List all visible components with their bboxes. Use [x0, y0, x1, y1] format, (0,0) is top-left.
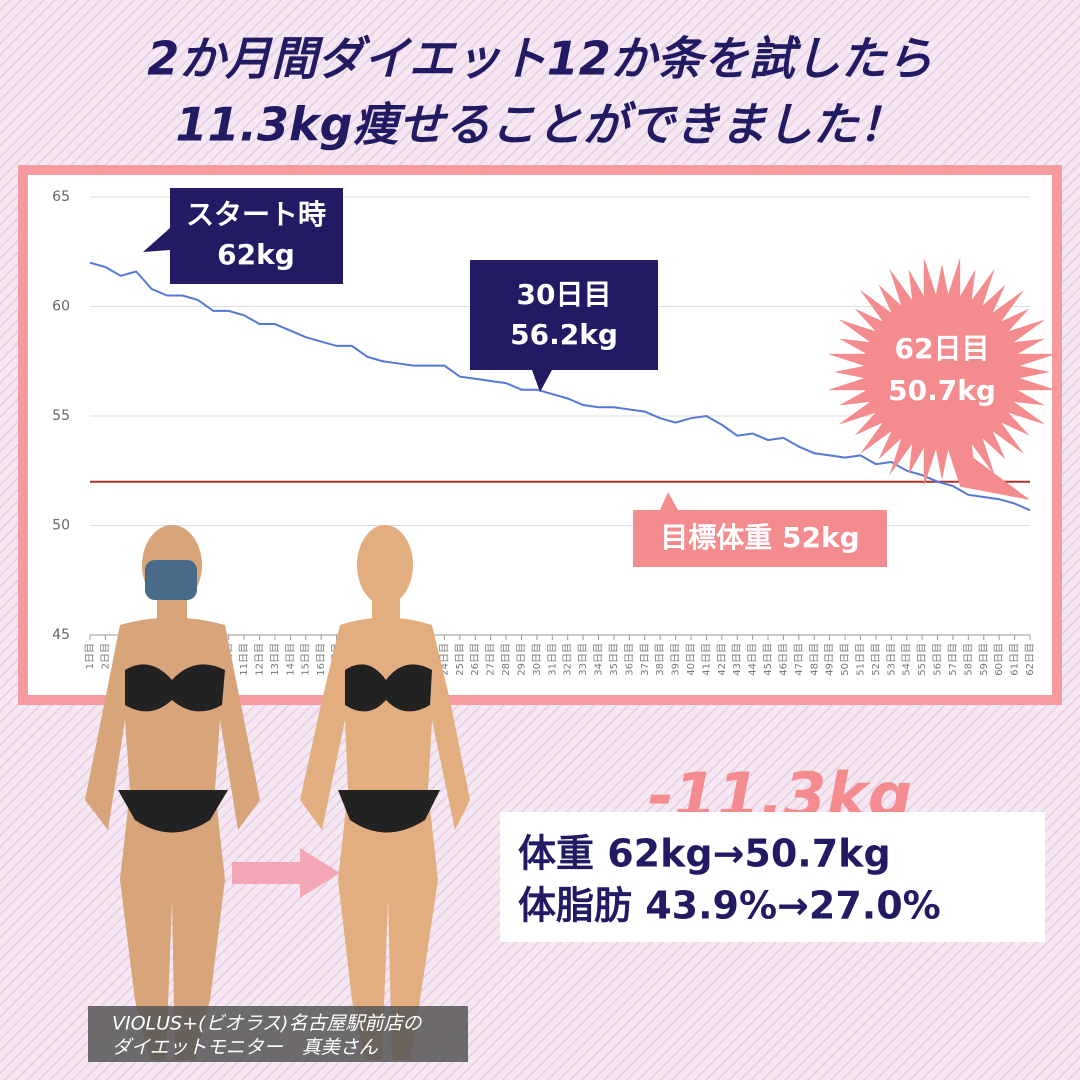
headline: 11.3kg痩せることができました！: [175, 98, 904, 152]
x-tick-label: 61日目: [1010, 643, 1021, 676]
x-tick-label: 32日目: [563, 643, 574, 676]
result-box: [500, 812, 1045, 942]
x-tick-label: 49日目: [825, 643, 836, 676]
x-tick-label: 62日目: [1025, 643, 1036, 676]
x-tick-label: 12日目: [255, 643, 266, 676]
x-tick-label: 55日目: [917, 643, 928, 676]
x-tick-label: 58日目: [963, 643, 974, 676]
goal-label: 目標体重 52kg: [660, 521, 859, 554]
x-tick-label: 59日目: [979, 643, 990, 676]
y-tick-label: 45: [52, 627, 70, 643]
x-tick-label: 35日目: [609, 643, 620, 676]
caption: ダイエットモニター 真美さん: [112, 1037, 379, 1059]
x-tick-label: 29日目: [516, 643, 527, 676]
callout-text: 62日目: [895, 332, 990, 365]
x-tick-label: 42日目: [717, 643, 728, 676]
x-tick-label: 51日目: [855, 643, 866, 676]
x-tick-label: 13日目: [270, 643, 281, 676]
x-tick-label: 56日目: [933, 643, 944, 676]
x-tick-label: 48日目: [809, 643, 820, 676]
x-tick-label: 52日目: [871, 643, 882, 676]
x-tick-label: 11日目: [239, 643, 250, 676]
x-tick-label: 50日目: [840, 643, 851, 676]
x-tick-label: 37日目: [640, 643, 651, 676]
x-tick-label: 24日目: [439, 643, 450, 676]
x-tick-label: 30日目: [532, 643, 543, 676]
arrow: [232, 848, 340, 898]
callout-text: 56.2kg: [510, 318, 618, 351]
headline: 2か月間ダイエット12か条を試したら: [147, 32, 933, 86]
x-tick-label: 31日目: [547, 643, 558, 676]
x-tick-label: 57日目: [948, 643, 959, 676]
x-tick-label: 16日目: [316, 643, 327, 676]
result-line: 体脂肪 43.9%→27.0%: [518, 884, 941, 928]
x-tick-label: 36日目: [624, 643, 635, 676]
y-tick-label: 50: [52, 518, 70, 534]
after-photo: [300, 525, 470, 1060]
data-line: [89, 261, 1031, 512]
x-tick-label: 54日目: [902, 643, 913, 676]
x-tick-label: 47日目: [794, 643, 805, 676]
y-tick-label: 65: [52, 189, 70, 205]
x-tick-label: 46日目: [778, 643, 789, 676]
x-tick-label: 1日目: [85, 643, 96, 669]
x-tick-label: 26日目: [470, 643, 481, 676]
callout-text: スタート時: [186, 198, 326, 231]
x-tick-label: 33日目: [578, 643, 589, 676]
x-tick-label: 45日目: [763, 643, 774, 676]
callout-text: 30日目: [517, 278, 612, 311]
x-tick-label: 39日目: [671, 643, 682, 676]
x-tick-label: 14日目: [285, 643, 296, 676]
x-tick-label: 38日目: [655, 643, 666, 676]
x-tick-label: 27日目: [486, 643, 497, 676]
y-tick-label: 60: [52, 299, 70, 315]
x-tick-label: 2日目: [100, 643, 111, 669]
burst: [827, 257, 1057, 500]
x-tick-label: 40日目: [686, 643, 697, 676]
callout: [143, 188, 343, 284]
x-tick-label: 41日目: [701, 643, 712, 676]
goal-label-box: [633, 492, 887, 567]
result-line: 体重 62kg→50.7kg: [518, 832, 891, 876]
x-tick-label: 34日目: [594, 643, 605, 676]
caption: VIOLUS+(ビオラス)名古屋駅前店の: [112, 1013, 422, 1035]
before-photo: [85, 525, 260, 1060]
y-tick-label: 55: [52, 408, 70, 424]
x-tick-label: 28日目: [501, 643, 512, 676]
x-tick-label: 43日目: [732, 643, 743, 676]
callout: [470, 260, 658, 392]
caption-box: [88, 1006, 468, 1062]
x-tick-label: 44日目: [748, 643, 759, 676]
callout-text: 62kg: [217, 238, 295, 271]
x-tick-label: 15日目: [301, 643, 312, 676]
x-tick-label: 60日目: [994, 643, 1005, 676]
x-tick-label: 25日目: [455, 643, 466, 676]
callout-text: 50.7kg: [888, 374, 996, 407]
x-tick-label: 53日目: [886, 643, 897, 676]
